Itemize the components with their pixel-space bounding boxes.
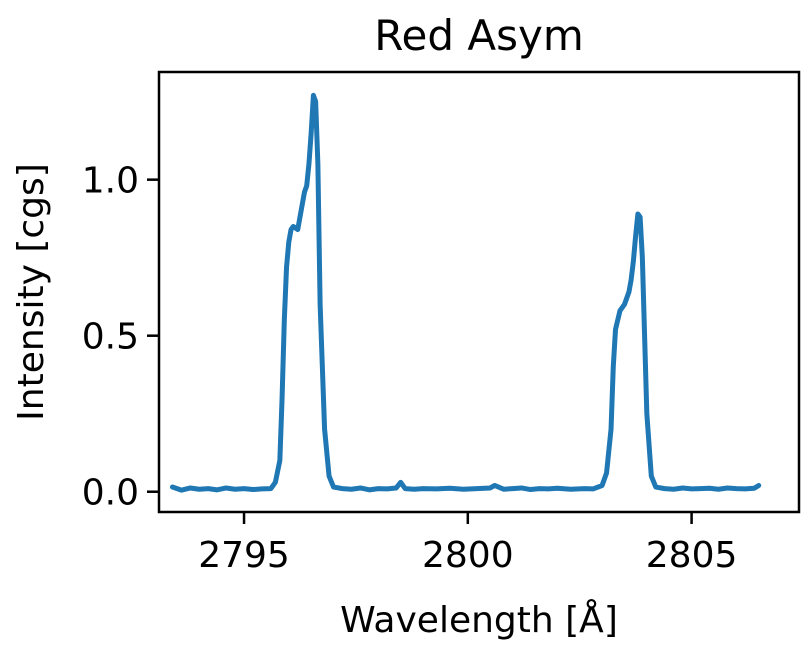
x-tick-label: 2800 — [422, 535, 514, 576]
y-tick-label: 0.5 — [82, 317, 139, 358]
series-line-0 — [169, 92, 762, 493]
chart-title: Red Asym — [374, 11, 584, 60]
x-axis-label: Wavelength [Å] — [340, 598, 618, 641]
x-tick-label: 2805 — [646, 535, 738, 576]
y-tick-label: 0.0 — [82, 473, 139, 514]
y-tick-label: 1.0 — [82, 161, 139, 202]
y-axis-label: Intensity [cgs] — [11, 163, 52, 421]
x-tick-label: 2795 — [198, 535, 290, 576]
axes-frame — [157, 70, 801, 514]
plot-area: 2795 2800 2805 0.0 0.5 1.0 — [82, 70, 801, 576]
